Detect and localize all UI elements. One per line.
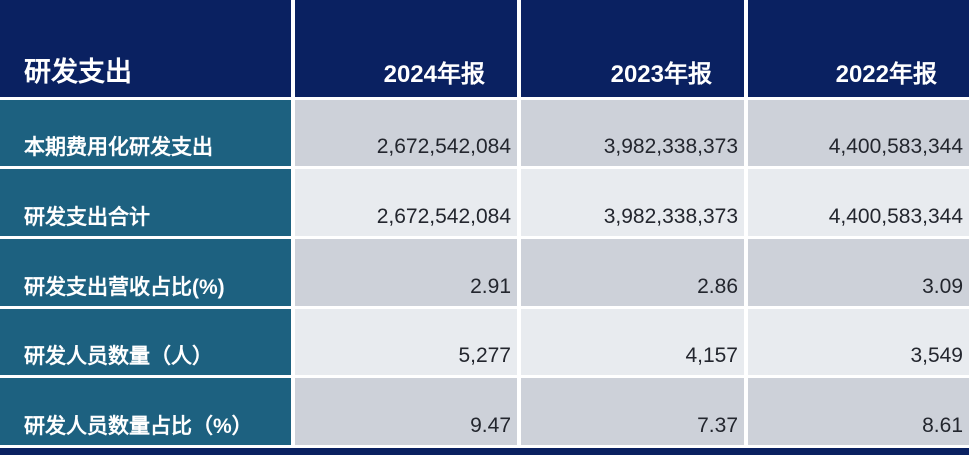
row-label: 研发人员数量（人） — [0, 308, 291, 376]
table-row: 研发支出营收占比(%) 2.91 2.86 3.09 — [0, 238, 969, 306]
value-cell: 3.09 — [748, 238, 969, 306]
value-cell: 9.47 — [295, 378, 517, 445]
value-cell: 2.91 — [295, 238, 517, 306]
table-header-row: 研发支出 2024年报 2023年报 2022年报 — [0, 0, 969, 97]
value-cell: 2,672,542,084 — [295, 169, 517, 236]
value-cell: 4,400,583,344 — [748, 169, 969, 236]
table-row: 研发人员数量占比（%） 9.47 7.37 8.61 — [0, 378, 969, 445]
value-cell: 4,400,583,344 — [748, 99, 969, 167]
row-label: 本期费用化研发支出 — [0, 99, 291, 167]
value-cell: 2,672,542,084 — [295, 99, 517, 167]
row-label: 研发支出合计 — [0, 169, 291, 236]
value-cell: 8.61 — [748, 378, 969, 445]
table-title: 研发支出 — [0, 0, 291, 97]
table-row: 本期费用化研发支出 2,672,542,084 3,982,338,373 4,… — [0, 99, 969, 167]
value-cell: 2.86 — [521, 238, 744, 306]
column-header-2022: 2022年报 — [748, 0, 969, 97]
column-header-2023: 2023年报 — [521, 0, 744, 97]
value-cell: 3,982,338,373 — [521, 99, 744, 167]
value-cell: 4,157 — [521, 308, 744, 376]
value-cell: 3,549 — [748, 308, 969, 376]
table-row: 研发人员数量（人） 5,277 4,157 3,549 — [0, 308, 969, 376]
value-cell: 5,277 — [295, 308, 517, 376]
row-label: 研发人员数量占比（%） — [0, 378, 291, 445]
column-header-2024: 2024年报 — [295, 0, 517, 97]
value-cell: 7.37 — [521, 378, 744, 445]
table-row: 研发支出合计 2,672,542,084 3,982,338,373 4,400… — [0, 169, 969, 236]
value-cell: 3,982,338,373 — [521, 169, 744, 236]
bottom-accent-bar — [0, 448, 969, 455]
row-label: 研发支出营收占比(%) — [0, 238, 291, 306]
